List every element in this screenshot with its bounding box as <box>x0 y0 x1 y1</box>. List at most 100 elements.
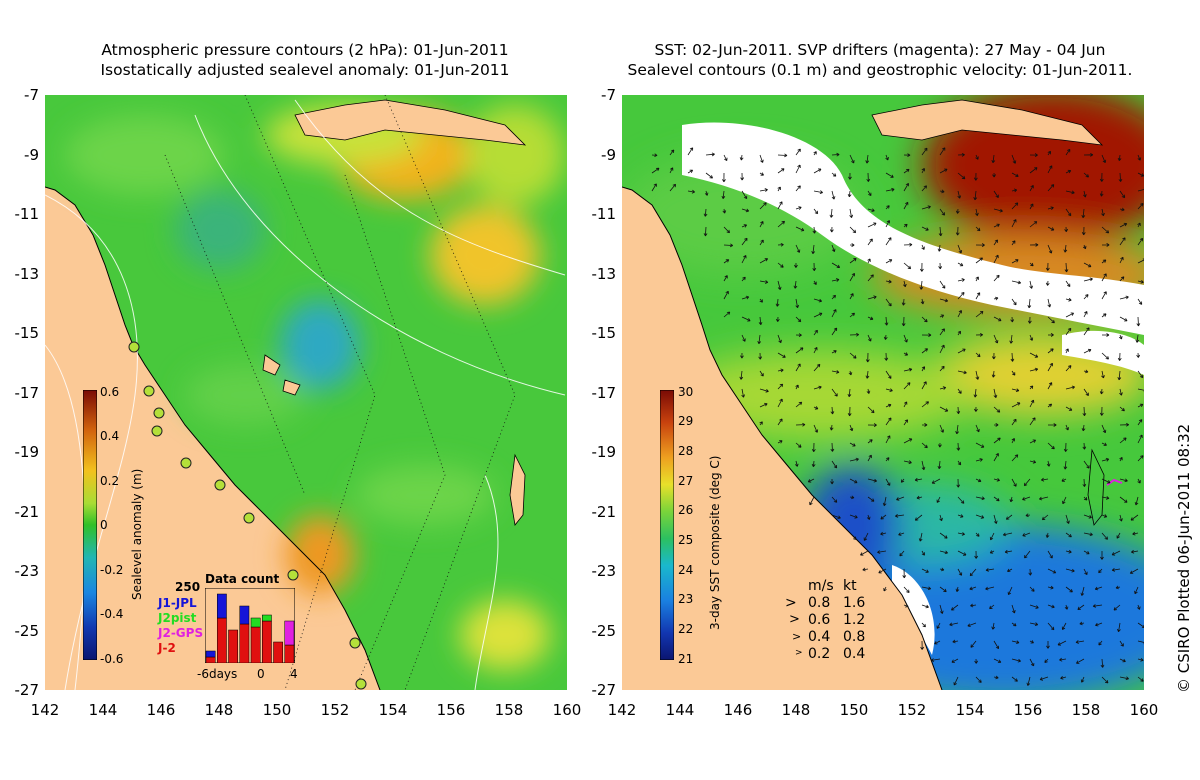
velocity-arrow <box>1076 658 1085 664</box>
velocity-arrow <box>1083 190 1087 198</box>
velocity-arrow <box>903 401 908 408</box>
sst-tick-27: 27 <box>678 474 694 488</box>
velocity-arrow <box>1022 496 1031 501</box>
velocity-arrow <box>975 276 979 282</box>
velocity-arrow <box>1063 460 1068 470</box>
velocity-arrow <box>1011 280 1022 285</box>
velocity-arrow <box>811 460 816 468</box>
velocity-arrow <box>1081 208 1086 219</box>
velocity-arrow <box>993 453 999 462</box>
velocity-arrow <box>920 298 925 305</box>
velocity-arrow <box>1047 403 1053 408</box>
velocity-arrow <box>1011 454 1019 462</box>
velocity-arrow <box>955 226 960 236</box>
sst-tick-30: 30 <box>678 385 694 399</box>
velocity-arrow <box>741 388 745 398</box>
velocity-arrow <box>867 406 875 414</box>
velocity-arrow <box>1119 437 1127 444</box>
right-xtick: 146 <box>723 701 753 719</box>
right-panel-title: SST: 02-Jun-2011. SVP drifters (magenta)… <box>627 41 1133 79</box>
velocity-arrow <box>807 478 815 483</box>
velocity-arrow <box>794 460 799 467</box>
velocity-arrow <box>939 604 944 614</box>
velocity-arrow <box>975 676 982 683</box>
velocity-arrow <box>1083 294 1089 300</box>
velocity-arrow <box>1119 422 1130 427</box>
velocity-arrow <box>741 237 748 246</box>
velocity-arrow <box>957 278 965 282</box>
velocity-arrow <box>741 334 746 342</box>
velocity-arrow <box>1041 477 1049 482</box>
velocity-arrow <box>849 514 858 519</box>
velocity-arrow <box>739 370 744 380</box>
data-count-bar-green <box>262 614 272 622</box>
sst-colorbar <box>660 390 674 660</box>
velocity-arrow <box>1111 567 1121 572</box>
velocity-arrow <box>1010 316 1015 323</box>
velocity-arrow <box>993 239 998 246</box>
right-ytick: -7 <box>601 86 616 104</box>
velocity-arrow <box>1101 154 1107 164</box>
velocity-arrow <box>916 495 923 500</box>
velocity-arrow <box>1134 496 1139 506</box>
velocity-arrow <box>1062 496 1067 505</box>
velocity-arrow <box>1065 406 1073 411</box>
velocity-arrow <box>1011 219 1017 228</box>
velocity-arrow <box>1119 406 1125 412</box>
velocity-arrow <box>775 316 780 322</box>
right-xtick: 160 <box>1129 701 1159 719</box>
velocity-arrow <box>991 370 996 378</box>
velocity-arrow <box>1011 402 1021 408</box>
velocity-arrow <box>921 205 931 210</box>
velocity-arrow <box>903 182 909 192</box>
velocity-arrow <box>934 640 941 645</box>
velocity-arrow <box>1065 280 1071 287</box>
velocity-arrow <box>812 262 817 272</box>
velocity-arrow <box>975 352 981 358</box>
velocity-arrow <box>885 220 890 228</box>
velocity-arrow <box>741 208 750 213</box>
velocity-arrow <box>949 622 959 627</box>
vel-arrow-2: > <box>792 630 802 643</box>
velocity-arrow <box>1117 154 1122 161</box>
velocity-arrow <box>1080 586 1085 596</box>
velocity-arrow <box>1011 438 1015 444</box>
velocity-arrow <box>1047 298 1052 308</box>
velocity-arrow <box>1083 550 1090 555</box>
velocity-arrow <box>1083 262 1092 268</box>
velocity-arrow <box>1011 640 1020 644</box>
velocity-arrow <box>813 385 822 390</box>
sl-tick--0.6: -0.6 <box>100 652 124 666</box>
velocity-arrow <box>1029 367 1039 372</box>
velocity-arrow <box>1004 549 1013 554</box>
vel-arrow-0: > <box>785 595 797 611</box>
velocity-arrow <box>914 477 923 482</box>
sst-tick-21: 21 <box>678 652 694 666</box>
velocity-arrow <box>1011 388 1020 392</box>
velocity-arrow <box>1047 622 1055 631</box>
velocity-arrow <box>973 190 978 201</box>
velocity-arrow <box>1009 496 1014 503</box>
velocity-arrow <box>705 172 713 179</box>
velocity-arrow <box>831 244 836 253</box>
velocity-arrow <box>970 640 977 648</box>
velocity-arrow <box>885 172 894 178</box>
velocity-arrow <box>957 172 966 180</box>
velocity-arrow <box>794 262 798 268</box>
velocity-arrow <box>989 604 995 610</box>
velocity-arrow <box>921 604 929 609</box>
velocity-arrow <box>1095 622 1103 627</box>
velocity-arrow <box>669 149 675 156</box>
velocity-arrow <box>1137 203 1144 210</box>
velocity-arrow <box>831 327 838 336</box>
velocity-arrow <box>880 531 887 536</box>
velocity-arrow <box>899 550 905 557</box>
velocity-arrow <box>1101 259 1107 264</box>
velocity-arrow <box>1047 604 1055 609</box>
velocity-arrow <box>1137 187 1144 192</box>
velocity-arrow <box>1119 658 1126 663</box>
velocity-arrow <box>884 316 889 326</box>
velocity-arrow <box>1101 313 1107 318</box>
velocity-arrow <box>1029 439 1037 444</box>
datacount-xlabel-start: -6days <box>197 667 238 681</box>
